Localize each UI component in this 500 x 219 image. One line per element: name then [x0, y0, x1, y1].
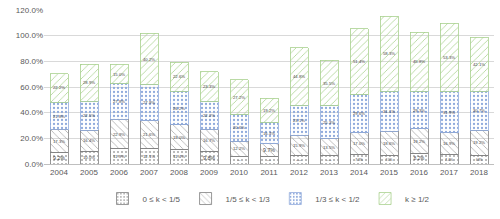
svg-text:22.6%: 22.6%: [173, 74, 185, 79]
svg-text:2006: 2006: [110, 168, 128, 177]
svg-text:51.4%: 51.4%: [353, 59, 365, 64]
svg-text:9.8%: 9.8%: [203, 155, 215, 161]
svg-text:25.3%: 25.3%: [323, 120, 335, 125]
svg-text:19.2%: 19.2%: [263, 108, 275, 113]
svg-text:45.8%: 45.8%: [413, 59, 425, 64]
svg-text:100.0%: 100.0%: [16, 31, 43, 40]
svg-text:20.0%: 20.0%: [20, 134, 43, 143]
svg-text:27.2%: 27.2%: [233, 95, 245, 100]
svg-text:15.0%: 15.0%: [113, 72, 125, 77]
svg-text:20.6%: 20.6%: [233, 125, 245, 130]
svg-text:22.9%: 22.9%: [113, 132, 125, 137]
svg-text:6.6%: 6.6%: [296, 159, 302, 162]
svg-text:2008: 2008: [170, 168, 188, 177]
svg-text:6.4%: 6.4%: [326, 159, 331, 161]
svg-text:27.8%: 27.8%: [113, 99, 125, 104]
svg-text:80.0%: 80.0%: [20, 57, 43, 66]
svg-text:26.2%: 26.2%: [173, 106, 185, 111]
svg-text:11.9%: 11.9%: [113, 154, 125, 159]
svg-text:0.0%: 0.0%: [25, 160, 43, 169]
svg-text:40.0%: 40.0%: [20, 108, 43, 117]
svg-text:21.6%: 21.6%: [143, 132, 155, 137]
svg-text:7.3%: 7.3%: [355, 158, 363, 162]
svg-text:53.3%: 53.3%: [443, 55, 455, 60]
svg-text:2005: 2005: [80, 168, 98, 177]
svg-text:22.2%: 22.2%: [53, 85, 65, 90]
svg-text:17.3%: 17.3%: [53, 139, 65, 144]
svg-text:17.0%: 17.0%: [353, 141, 365, 146]
svg-text:22.2%: 22.2%: [203, 113, 215, 118]
svg-text:2007: 2007: [140, 168, 158, 177]
svg-text:7.4%: 7.4%: [445, 158, 453, 162]
svg-text:5.7%: 5.7%: [238, 160, 242, 161]
svg-text:2016: 2016: [410, 168, 428, 177]
svg-text:2011: 2011: [260, 168, 278, 177]
svg-text:2009: 2009: [200, 168, 218, 177]
svg-text:22.5%: 22.5%: [83, 113, 95, 118]
svg-text:29.3%: 29.3%: [413, 108, 425, 113]
svg-text:16.4%: 16.4%: [83, 138, 95, 143]
svg-text:15.9%: 15.9%: [293, 143, 305, 148]
svg-text:k ≥ 1/2: k ≥ 1/2: [405, 195, 430, 204]
svg-text:31.1%: 31.1%: [383, 109, 395, 114]
svg-text:58.3%: 58.3%: [383, 51, 395, 56]
svg-text:12.2%: 12.2%: [233, 146, 245, 151]
svg-text:1/5 ≤ k < 1/3: 1/5 ≤ k < 1/3: [226, 195, 271, 204]
svg-text:2010: 2010: [230, 168, 248, 177]
svg-text:42.1%: 42.1%: [473, 62, 485, 67]
svg-text:2014: 2014: [350, 168, 368, 177]
svg-text:16.9%: 16.9%: [443, 141, 455, 146]
svg-text:2012: 2012: [290, 168, 308, 177]
svg-text:16.4%: 16.4%: [263, 131, 275, 136]
svg-text:2013: 2013: [320, 168, 338, 177]
svg-text:35.5%: 35.5%: [323, 81, 335, 86]
svg-text:27.9%: 27.9%: [143, 100, 155, 105]
svg-text:8.2%: 8.2%: [414, 156, 424, 161]
svg-text:2017: 2017: [440, 168, 458, 177]
svg-text:40.2%: 40.2%: [143, 57, 155, 62]
svg-text:16.7%: 16.7%: [203, 138, 215, 143]
svg-text:10.0%: 10.0%: [83, 155, 95, 160]
svg-text:19.2%: 19.2%: [473, 140, 485, 145]
svg-text:11.4%: 11.4%: [173, 154, 185, 159]
svg-text:29.6%: 29.6%: [353, 111, 365, 116]
svg-text:2004: 2004: [50, 168, 68, 177]
svg-text:120.0%: 120.0%: [16, 6, 43, 15]
svg-text:19.2%: 19.2%: [413, 139, 425, 144]
svg-text:9.7%: 9.7%: [263, 147, 275, 153]
svg-text:9.2%: 9.2%: [53, 155, 65, 161]
svg-text:30.7%: 30.7%: [473, 108, 485, 113]
svg-text:6.8%: 6.8%: [476, 158, 483, 162]
svg-text:28.9%: 28.9%: [83, 80, 95, 85]
svg-text:2018: 2018: [470, 168, 488, 177]
svg-text:2015: 2015: [380, 168, 398, 177]
svg-text:12.1%: 12.1%: [143, 154, 155, 159]
svg-text:23.3%: 23.3%: [203, 84, 215, 89]
svg-text:31.9%: 31.9%: [443, 110, 455, 115]
svg-text:5.9%: 5.9%: [267, 160, 271, 161]
svg-text:60.0%: 60.0%: [20, 83, 43, 92]
svg-text:7.0%: 7.0%: [386, 158, 393, 162]
svg-text:0 ≤ k < 1/5: 0 ≤ k < 1/5: [143, 195, 181, 204]
svg-text:21.8%: 21.8%: [53, 114, 65, 119]
svg-text:19.0%: 19.0%: [173, 135, 185, 140]
svg-text:13.5%: 13.5%: [323, 145, 335, 150]
svg-text:23.1%: 23.1%: [293, 118, 305, 123]
svg-text:44.8%: 44.8%: [293, 74, 305, 79]
svg-text:18.6%: 18.6%: [383, 141, 395, 146]
svg-text:1/3 ≤ k < 1/2: 1/3 ≤ k < 1/2: [315, 195, 360, 204]
